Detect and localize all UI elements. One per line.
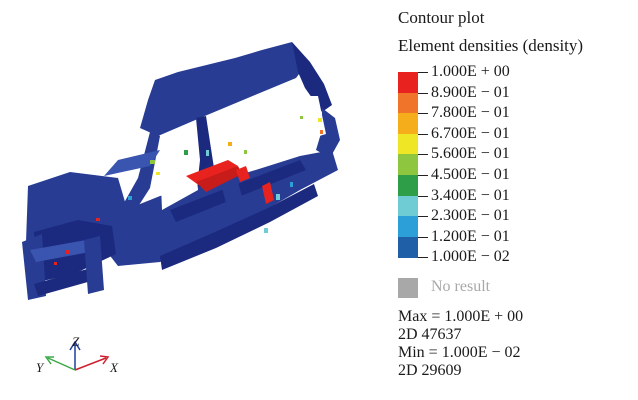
legend-tick-2 xyxy=(418,92,428,94)
legend-tick-5 xyxy=(418,154,428,156)
legend-swatch-4 xyxy=(398,133,418,155)
legend-tick-3 xyxy=(418,113,428,115)
legend-title: Contour plot xyxy=(398,8,485,27)
legend-level-label: 1.200E − 01 xyxy=(431,227,510,245)
min-value: Min = 1.000E − 02 xyxy=(398,344,521,361)
x-axis-label: X xyxy=(110,360,118,375)
y-axis-line xyxy=(47,357,76,371)
legend-swatch-8 xyxy=(398,216,418,238)
contour-legend: Contour plot Element densities (density)… xyxy=(398,0,638,395)
z-axis-label: Z xyxy=(72,334,80,349)
no-result-label: No result xyxy=(431,278,491,295)
y-axis-arrow xyxy=(44,356,54,365)
legend-level-label: 6.700E − 01 xyxy=(431,124,510,142)
legend-tick-10 xyxy=(418,257,428,259)
legend-level-label: 8.900E − 01 xyxy=(431,83,510,101)
max-element-id: 2D 47637 xyxy=(398,326,462,343)
car-body-model xyxy=(22,42,340,300)
legend-level-label: 7.800E − 01 xyxy=(431,104,510,122)
legend-swatch-3 xyxy=(398,113,418,135)
legend-tick-1 xyxy=(418,72,428,73)
legend-tick-9 xyxy=(418,236,428,238)
legend-tick-7 xyxy=(418,195,428,197)
legend-swatch-1 xyxy=(398,72,418,94)
color-scale: 1.000E + 00 8.900E − 01 7.800E − 01 6.700E … xyxy=(398,62,638,302)
legend-swatch-2 xyxy=(398,92,418,114)
x-axis-arrow xyxy=(99,355,110,365)
no-result-swatch xyxy=(398,278,418,298)
z-axis-arrow xyxy=(69,340,81,351)
legend-level-label: 2.300E − 01 xyxy=(431,207,510,225)
legend-swatch-9 xyxy=(398,236,418,258)
legend-level-label: 3.400E − 01 xyxy=(431,186,510,204)
max-value: Max = 1.000E + 00 xyxy=(398,308,524,325)
legend-subtitle: Element densities (density) xyxy=(398,36,584,55)
legend-swatch-5 xyxy=(398,154,418,176)
min-element-id: 2D 29609 xyxy=(398,362,462,379)
model-viewport[interactable]: Z Y X xyxy=(0,0,385,395)
legend-level-label: 4.500E − 01 xyxy=(431,166,510,183)
axis-triad xyxy=(44,340,110,371)
x-axis-line xyxy=(74,357,107,371)
y-axis-label: Y xyxy=(36,360,44,375)
legend-level-label: 1.000E − 02 xyxy=(431,248,510,266)
legend-level-label: 5.600E − 01 xyxy=(431,145,510,163)
legend-tick-8 xyxy=(418,216,428,218)
legend-level-label: 1.000E + 00 xyxy=(431,63,510,80)
legend-tick-4 xyxy=(418,133,428,135)
car-body-frame xyxy=(22,42,340,300)
legend-swatch-6 xyxy=(398,175,418,197)
legend-swatch-7 xyxy=(398,195,418,217)
legend-tick-6 xyxy=(418,175,428,176)
